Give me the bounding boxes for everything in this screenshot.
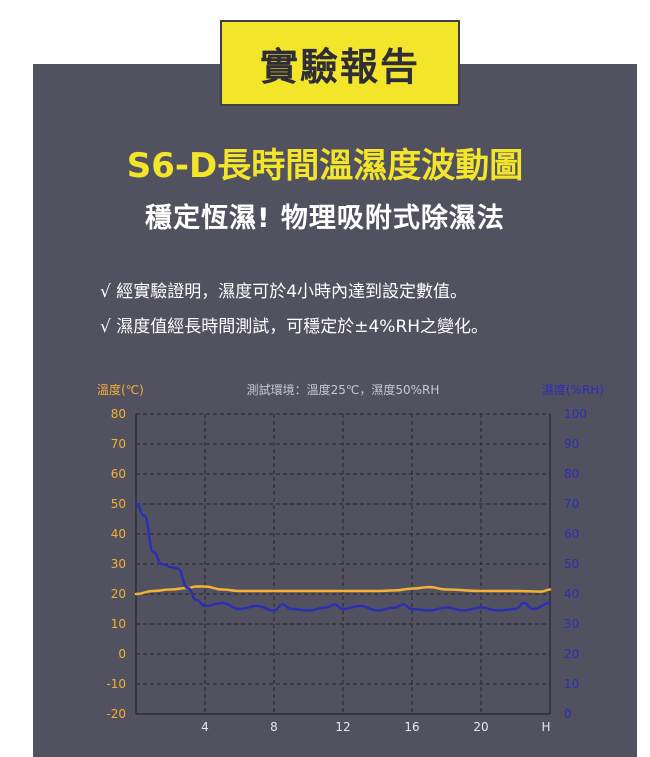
- bullet-note-1: √ 經實驗證明，濕度可於4小時內達到設定數值。: [100, 282, 468, 302]
- y-left-tick-label: 30: [111, 557, 126, 571]
- humidity-series-line: [134, 502, 552, 612]
- y-left-tick-label: -10: [106, 677, 126, 691]
- y-right-tick-label: 0: [564, 707, 572, 721]
- chart-heading: S6-D長時間溫濕度波動圖: [126, 146, 524, 186]
- x-axis-label: H: [541, 720, 550, 734]
- y-right-tick-label: 100: [564, 407, 587, 421]
- y-left-tick-label: 70: [111, 437, 126, 451]
- y-left-tick-label: 60: [111, 467, 126, 481]
- x-tick-label: 20: [473, 720, 488, 734]
- report-badge-label: 實驗報告: [259, 44, 420, 89]
- chart-title: 測試環境：溫度25℃，濕度50%RH: [247, 382, 440, 397]
- y-left-axis-title: 溫度(℃): [97, 382, 144, 397]
- y-left-tick-label: 0: [118, 647, 126, 661]
- y-right-tick-label: 80: [564, 467, 579, 481]
- y-left-tick-label: 40: [111, 527, 126, 541]
- chart-subheading: 穩定恆濕! 物理吸附式除濕法: [145, 203, 505, 234]
- bullet-note-2: √ 濕度值經長時間測試，可穩定於±4%RH之變化。: [100, 317, 489, 337]
- x-tick-label: 4: [201, 720, 209, 734]
- y-right-tick-label: 40: [564, 587, 579, 601]
- temperature-humidity-chart: 80706050403020100-10-2010090807060504030…: [97, 382, 604, 734]
- y-left-tick-label: -20: [106, 707, 126, 721]
- y-right-tick-label: 90: [564, 437, 579, 451]
- y-right-tick-label: 60: [564, 527, 579, 541]
- y-right-tick-label: 50: [564, 557, 579, 571]
- y-right-axis-title: 濕度(%RH): [542, 382, 604, 397]
- x-tick-label: 8: [270, 720, 278, 734]
- y-left-tick-label: 80: [111, 407, 126, 421]
- y-right-tick-label: 70: [564, 497, 579, 511]
- report-panel: [33, 64, 637, 757]
- y-left-tick-label: 50: [111, 497, 126, 511]
- y-right-tick-label: 10: [564, 677, 579, 691]
- report-badge: 實驗報告: [220, 20, 460, 106]
- y-right-tick-label: 30: [564, 617, 579, 631]
- y-left-tick-label: 20: [111, 587, 126, 601]
- x-tick-label: 16: [404, 720, 419, 734]
- y-right-tick-label: 20: [564, 647, 579, 661]
- x-tick-label: 12: [335, 720, 350, 734]
- y-left-tick-label: 10: [111, 617, 126, 631]
